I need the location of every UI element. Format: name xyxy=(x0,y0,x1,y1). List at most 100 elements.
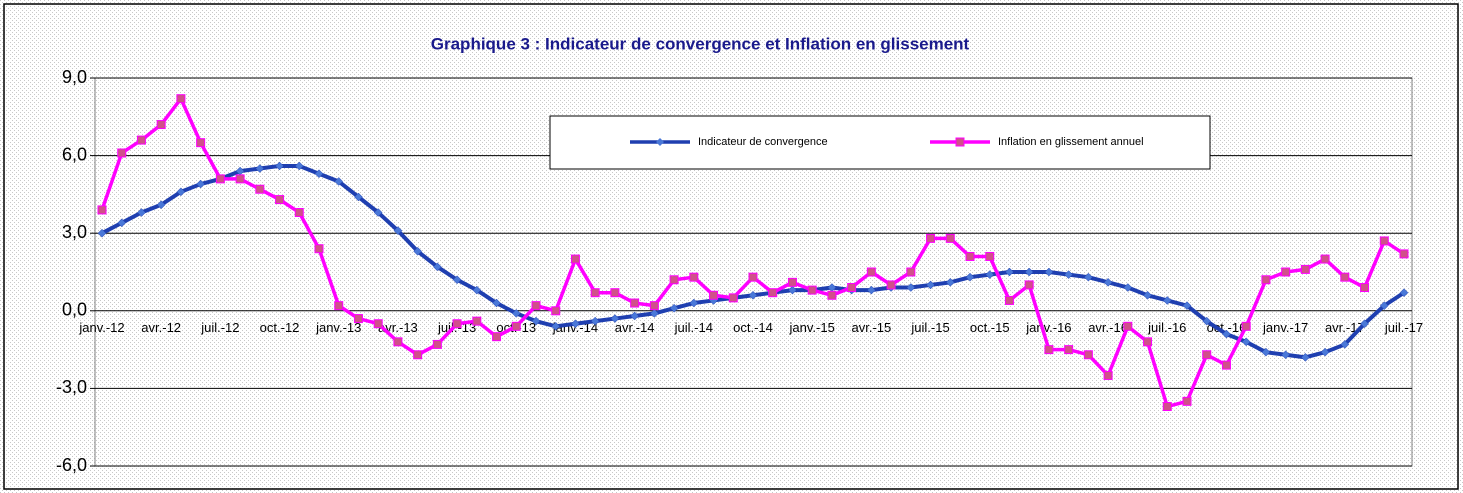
data-point xyxy=(334,177,344,186)
data-point xyxy=(1103,277,1113,287)
data-point xyxy=(97,228,107,238)
data-point xyxy=(906,267,916,277)
data-point xyxy=(156,120,166,130)
data-point xyxy=(176,187,186,197)
data-point xyxy=(432,339,442,349)
data-point xyxy=(156,200,166,210)
data-point xyxy=(590,288,600,298)
data-point xyxy=(1241,337,1251,347)
data-point xyxy=(1261,347,1271,357)
x-tick-label: janv.-15 xyxy=(789,320,835,335)
x-tick-label: juil.-15 xyxy=(910,320,949,335)
frame xyxy=(3,3,1459,490)
data-point xyxy=(906,283,916,292)
data-point xyxy=(472,285,482,295)
y-tick-label: 0,0 xyxy=(62,300,87,320)
data-point xyxy=(531,316,541,326)
data-point xyxy=(1241,321,1251,331)
x-tick-label: juil.-12 xyxy=(200,320,239,335)
legend: Indicateur de convergence Inflation en gl… xyxy=(549,115,1211,170)
data-point xyxy=(630,298,640,308)
data-point xyxy=(1281,350,1290,360)
data-point xyxy=(630,311,639,321)
x-tick-label: janv.-12 xyxy=(78,320,124,335)
data-point xyxy=(1221,360,1231,370)
data-point xyxy=(689,272,699,282)
data-point xyxy=(511,321,521,331)
x-tick-label: oct.-15 xyxy=(970,320,1010,335)
data-point xyxy=(354,192,363,202)
data-point xyxy=(1103,370,1113,380)
data-point xyxy=(1399,249,1409,259)
data-point xyxy=(196,179,205,189)
x-tick-label: juil.-16 xyxy=(1147,320,1186,335)
data-point xyxy=(1084,272,1093,282)
data-point xyxy=(294,208,304,218)
data-point xyxy=(314,169,324,179)
data-point xyxy=(215,174,225,184)
data-point xyxy=(768,288,778,298)
data-point xyxy=(1044,267,1054,277)
data-point xyxy=(847,283,857,293)
x-tick-label: avr.-12 xyxy=(141,320,181,335)
legend-label: Indicateur de convergence xyxy=(698,136,828,148)
x-tick-label: avr.-16 xyxy=(1088,320,1128,335)
data-point xyxy=(472,316,482,326)
data-point xyxy=(945,233,955,243)
data-point xyxy=(117,218,127,228)
data-point xyxy=(1222,329,1231,339)
data-point xyxy=(196,138,206,148)
data-point xyxy=(373,208,383,217)
data-point xyxy=(1005,267,1014,277)
chart-title: Graphique 3 : Indicateur de convergence … xyxy=(431,34,970,53)
data-point xyxy=(709,290,719,300)
data-point xyxy=(433,262,442,272)
data-point xyxy=(1340,340,1350,349)
data-point xyxy=(788,285,797,295)
data-point xyxy=(689,298,699,308)
data-point xyxy=(1202,350,1212,360)
data-point xyxy=(1301,353,1310,362)
data-point xyxy=(1360,283,1370,293)
data-point xyxy=(807,285,817,295)
data-point xyxy=(373,319,383,329)
x-tick-label: janv.-17 xyxy=(1262,320,1308,335)
data-point xyxy=(945,277,955,287)
data-point xyxy=(867,285,876,295)
data-point xyxy=(1064,345,1074,355)
data-point xyxy=(511,309,521,318)
x-tick-label: oct.-12 xyxy=(260,320,300,335)
data-point xyxy=(1202,316,1212,326)
data-point xyxy=(492,332,502,342)
data-point xyxy=(275,195,285,205)
data-point xyxy=(275,161,284,171)
data-point xyxy=(255,164,265,173)
x-tick-label: oct.-16 xyxy=(1207,320,1247,335)
data-point xyxy=(985,251,995,261)
data-point xyxy=(531,301,541,311)
data-point xyxy=(1024,280,1034,290)
y-tick-label: 6,0 xyxy=(62,144,87,164)
data-point xyxy=(728,293,738,303)
data-point xyxy=(1399,288,1409,298)
x-tick-label: avr.-14 xyxy=(615,320,655,335)
x-tick-label: juil.-17 xyxy=(1384,320,1423,335)
data-point xyxy=(393,337,403,347)
data-point xyxy=(551,321,561,331)
data-point xyxy=(827,290,837,300)
data-point xyxy=(650,309,659,318)
data-point xyxy=(1281,267,1291,277)
data-point xyxy=(413,246,422,256)
data-point xyxy=(1320,347,1330,357)
data-point xyxy=(886,280,896,290)
data-point xyxy=(1083,350,1093,360)
data-point xyxy=(1182,301,1192,310)
legend-marker xyxy=(955,137,965,147)
data-point xyxy=(1320,254,1330,264)
y-tick-label: 3,0 xyxy=(62,222,87,242)
x-tick-label: oct.-14 xyxy=(733,320,773,335)
data-point xyxy=(97,205,107,215)
data-point xyxy=(571,319,580,329)
data-point xyxy=(1143,337,1153,347)
